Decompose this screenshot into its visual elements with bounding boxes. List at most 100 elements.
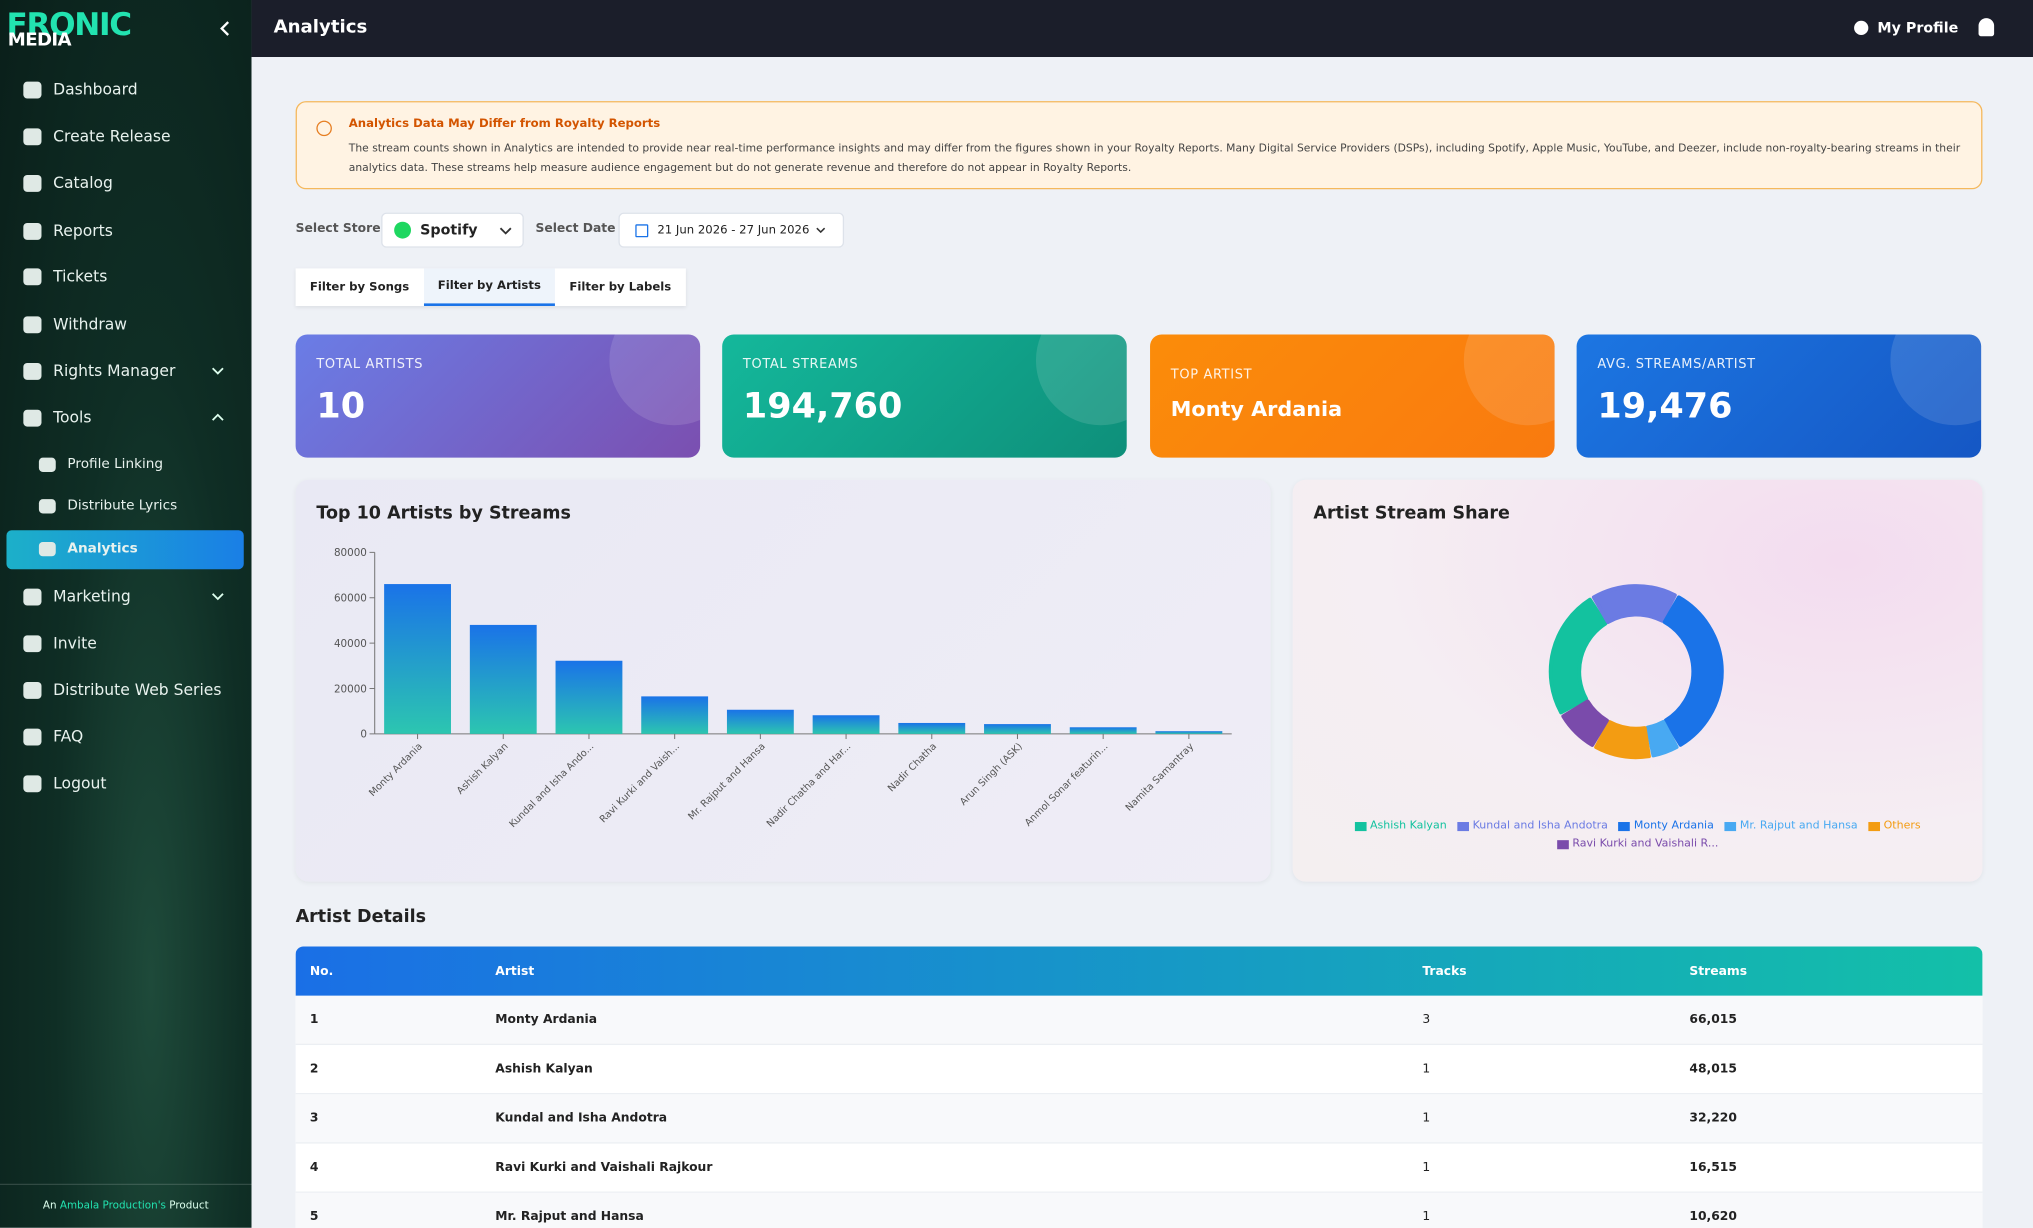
- menu-icon: [38, 541, 56, 556]
- footer-link[interactable]: Ambala Production's: [59, 1199, 166, 1211]
- menu-icon: [23, 222, 42, 240]
- menu-item[interactable]: Withdraw: [23, 311, 127, 337]
- menu-item[interactable]: Analytics: [38, 535, 138, 561]
- menu-item[interactable]: Dashboard: [23, 76, 138, 102]
- menu-icon: [23, 81, 42, 98]
- stat-card: TOTAL ARTISTS 10: [295, 334, 701, 458]
- legend-swatch: [1457, 821, 1469, 831]
- table-row: 3 Kundal and Isha Andotra 1 32,220: [295, 1094, 1983, 1144]
- card-value: 19,476: [1597, 386, 1733, 427]
- store-select[interactable]: Spotify: [381, 212, 524, 248]
- collapse-button[interactable]: [218, 19, 234, 37]
- menu-label: Analytics: [67, 540, 138, 557]
- donut-segment: [1645, 719, 1679, 758]
- x-tick-label: Monty Ardania: [367, 741, 425, 799]
- legend-item[interactable]: Monty Ardania: [1618, 819, 1714, 832]
- menu-item[interactable]: Create Release: [23, 123, 171, 149]
- menu-icon: [23, 774, 42, 792]
- tab[interactable]: Filter by Labels: [569, 280, 672, 294]
- profile-icon: [1854, 20, 1869, 36]
- legend-item[interactable]: Kundal and Isha Andotra: [1457, 819, 1608, 832]
- x-tick-label: Nadir Chatha and Har...: [765, 741, 853, 829]
- y-tick-label: 40000: [334, 638, 367, 650]
- menu-item[interactable]: Profile Linking: [38, 451, 163, 477]
- y-tick-label: 60000: [334, 593, 367, 605]
- column-header: No.: [309, 963, 334, 979]
- table-row: 2 Ashish Kalyan 1 48,015: [295, 1045, 1983, 1095]
- date-value: 21 Jun 2026 - 27 Jun 2026: [657, 223, 810, 237]
- filter-label: Select Store: [295, 221, 381, 236]
- table-cell: Mr. Rajput and Hansa: [495, 1209, 644, 1224]
- x-tick-label: Nadir Chatha: [886, 741, 939, 794]
- donut-segment: [1561, 699, 1609, 747]
- table-title: Artist Details: [295, 906, 427, 928]
- menu-item[interactable]: Distribute Web Series: [23, 677, 221, 703]
- legend-label: Monty Ardania: [1633, 819, 1714, 833]
- card-decoration: [609, 334, 701, 426]
- menu-icon: [23, 174, 42, 192]
- menu-item[interactable]: Catalog: [23, 170, 113, 196]
- table-cell: 16,515: [1689, 1160, 1737, 1175]
- card-value: Monty Ardania: [1170, 396, 1343, 422]
- x-tick-label: Namita Samantray: [1124, 741, 1197, 814]
- menu-item[interactable]: FAQ: [23, 723, 83, 749]
- notice-title: Analytics Data May Differ from Royalty R…: [348, 117, 661, 131]
- filter-label: Select Date: [535, 221, 616, 236]
- menu-item[interactable]: Rights Manager: [23, 358, 175, 384]
- notice: Analytics Data May Differ from Royalty R…: [295, 101, 1983, 190]
- table-cell: 3: [1422, 1012, 1431, 1027]
- date-select[interactable]: 21 Jun 2026 - 27 Jun 2026: [618, 212, 845, 248]
- stat-card: TOTAL STREAMS 194,760: [722, 334, 1127, 458]
- chevron: [211, 367, 224, 375]
- chevron-icon: [211, 367, 224, 375]
- table-cell: 48,015: [1689, 1061, 1737, 1077]
- menu-item[interactable]: Tools: [23, 405, 91, 431]
- table-cell: 1: [1422, 1061, 1431, 1077]
- menu-item[interactable]: Invite: [23, 630, 97, 656]
- sidebar-footer: An Ambala Production's Product: [0, 1183, 252, 1211]
- menu-label: Create Release: [53, 127, 171, 146]
- menu-icon: [23, 587, 42, 605]
- tab[interactable]: Filter by Songs: [309, 280, 410, 294]
- chevron-icon: [211, 413, 224, 421]
- table-cell: Monty Ardania: [495, 1012, 598, 1027]
- y-tick-label: 80000: [334, 547, 367, 559]
- tab[interactable]: Filter by Artists: [423, 268, 556, 306]
- card-label: TOP ARTIST: [1170, 368, 1253, 383]
- card-decoration: [1890, 334, 1982, 426]
- sidebar: FRONIC MEDIA Dashboard Create Release Cata…: [0, 0, 252, 1228]
- menu-item[interactable]: Marketing: [23, 583, 131, 609]
- legend-item[interactable]: Mr. Rajput and Hansa: [1724, 819, 1858, 832]
- donut-segment: [1594, 720, 1651, 760]
- x-tick-label: Ashish Kalyan: [455, 741, 511, 797]
- menu-item[interactable]: Logout: [23, 770, 106, 796]
- menu-item[interactable]: Distribute Lyrics: [38, 493, 177, 519]
- menu-label: Invite: [53, 634, 97, 653]
- legend-item[interactable]: Ashish Kalyan: [1354, 819, 1447, 832]
- profile-button[interactable]: My Profile: [1854, 19, 1958, 36]
- table-cell: 10,620: [1689, 1209, 1737, 1224]
- legend-label: Kundal and Isha Andotra: [1472, 819, 1608, 833]
- chart-title: Artist Stream Share: [1313, 503, 1510, 524]
- chevron: [211, 593, 224, 601]
- table-cell: Ravi Kurki and Vaishali Rajkour: [495, 1160, 713, 1175]
- bar: [984, 724, 1051, 734]
- x-tick-label: Ravi Kurki and Vaish...: [598, 741, 682, 825]
- legend: Ashish Kalyan Kundal and Isha Andotra Mont…: [1345, 819, 1931, 851]
- legend-item[interactable]: Ravi Kurki and Vaishali R...: [1556, 838, 1718, 851]
- menu-label: Withdraw: [53, 315, 128, 334]
- header: Analytics My Profile: [251, 0, 2033, 58]
- info-icon: [316, 120, 332, 137]
- menu-item[interactable]: Reports: [23, 218, 113, 244]
- menu-icon: [23, 362, 42, 380]
- menu-item[interactable]: Tickets: [23, 263, 107, 289]
- table-cell: 1: [1422, 1111, 1431, 1126]
- main: Analytics Data May Differ from Royalty R…: [251, 57, 2033, 1228]
- card-label: TOTAL ARTISTS: [316, 357, 424, 373]
- x-tick-label: Arun Singh (ASK): [958, 741, 1025, 808]
- legend-item[interactable]: Others: [1868, 819, 1921, 832]
- notifications-button[interactable]: [1978, 18, 1995, 37]
- legend-swatch: [1556, 839, 1569, 849]
- legend-swatch: [1618, 821, 1630, 831]
